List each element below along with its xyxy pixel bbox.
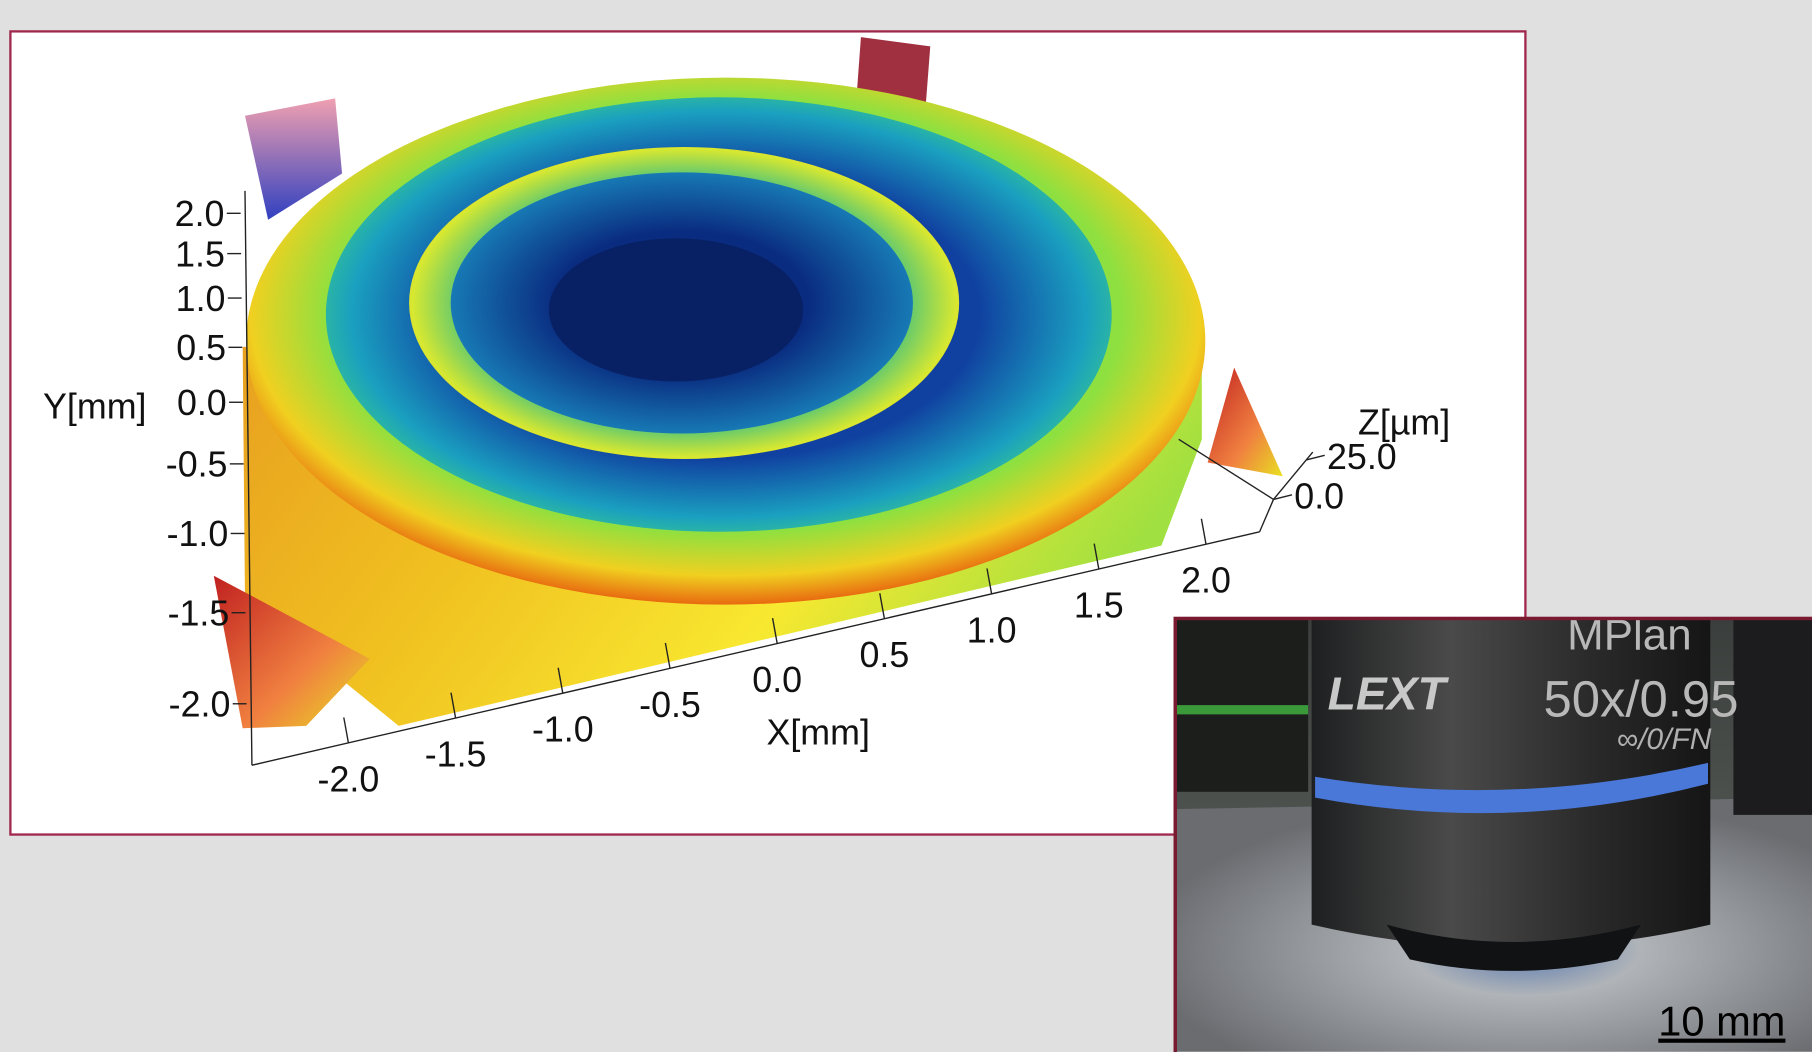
lens-brand: LEXT <box>1328 668 1450 720</box>
x-tick-label: -0.5 <box>639 685 701 725</box>
y-tick-label: 1.0 <box>176 279 226 319</box>
page: -2.0-1.5-1.0-0.50.00.51.01.52.0-2.0-1.5-… <box>0 0 1812 1052</box>
lens-spec: ∞/0/FN <box>1617 723 1712 756</box>
y-tick-label: 0.0 <box>177 383 227 423</box>
y-tick-label: -1.0 <box>167 514 229 554</box>
x-tick-label: -1.5 <box>425 735 487 775</box>
x-tick-label: 0.5 <box>860 635 910 675</box>
y-tick-label: 0.5 <box>176 328 226 368</box>
figure: -2.0-1.5-1.0-0.50.00.51.01.52.0-2.0-1.5-… <box>0 0 1812 1052</box>
green-band <box>1175 705 1308 714</box>
lens-magnification: 50x/0.95 <box>1543 671 1738 728</box>
z-tick-label: 25.0 <box>1327 437 1397 477</box>
x-tick-label: -2.0 <box>318 759 380 799</box>
y-tick-label: -0.5 <box>166 445 228 485</box>
y-tick-label: 2.0 <box>175 194 225 234</box>
inset-photo: LEXT MPlan 50x/0.95 ∞/0/FN 10 mm <box>1175 611 1812 1052</box>
side-lens <box>1733 618 1812 814</box>
x-axis-label: X[mm] <box>766 712 869 752</box>
x-tick-label: 1.0 <box>967 610 1017 650</box>
x-tick-label: 0.0 <box>752 660 802 700</box>
z-tick-label: 0.0 <box>1294 477 1344 517</box>
x-tick-label: 1.5 <box>1074 586 1124 626</box>
y-tick-label: -2.0 <box>169 684 231 724</box>
z-axis-label: Z[µm] <box>1358 403 1450 443</box>
y-axis-label: Y[mm] <box>43 387 146 427</box>
center-pit <box>549 238 803 381</box>
scale-bar: 10 mm <box>1658 998 1785 1045</box>
y-tick-label: 1.5 <box>175 234 225 274</box>
x-tick-label: 2.0 <box>1181 561 1231 601</box>
x-tick-label: -1.0 <box>532 710 594 750</box>
y-tick-label: -1.5 <box>168 593 230 633</box>
